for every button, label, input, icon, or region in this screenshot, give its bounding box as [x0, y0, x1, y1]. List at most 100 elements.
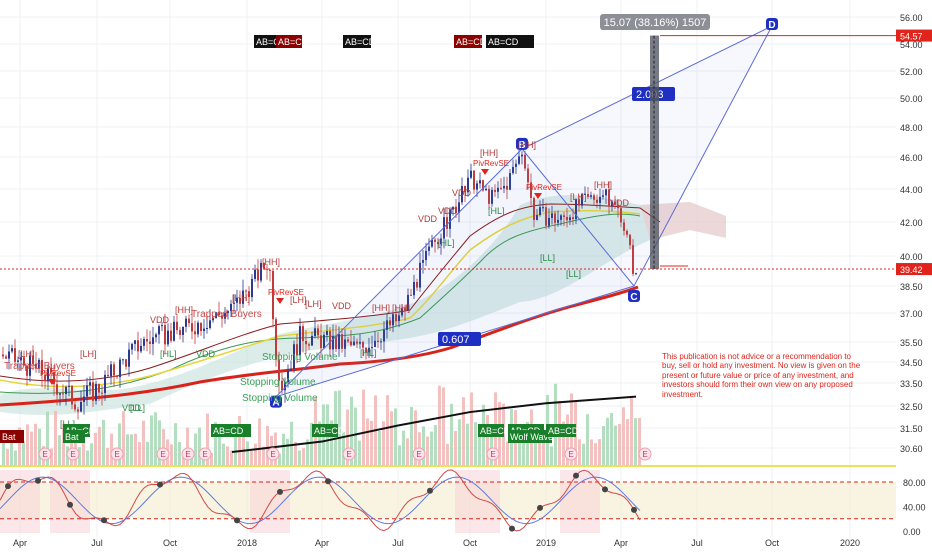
- candle-body: [305, 341, 307, 345]
- candle-body: [344, 339, 346, 349]
- candle-body: [2, 354, 4, 357]
- pattern-point-a: A: [270, 395, 282, 409]
- candle-body: [620, 208, 622, 223]
- pivot-label-pivrevse: PivRevSE: [40, 369, 76, 378]
- candle-body: [329, 331, 331, 350]
- candle-body: [263, 262, 265, 269]
- candle-body: [71, 385, 73, 405]
- candle-body: [11, 348, 13, 352]
- candle-body: [122, 359, 124, 361]
- volume-bar: [210, 452, 213, 466]
- pattern-point-label: C: [630, 292, 637, 303]
- stoch-pivot-dot: [234, 517, 240, 524]
- stopping-volume-label: Stopping Volume: [242, 393, 318, 404]
- candle-body: [524, 154, 526, 169]
- pivot-labels: [LH] [LH]VDD[HH][HH][HH][LH][LH] VDD [HH] [H…: [4, 140, 630, 429]
- candle-body: [605, 189, 607, 196]
- volume-bar: [230, 450, 233, 466]
- abcd-tag-top: AB=CD: [343, 35, 376, 48]
- candle-body: [545, 207, 547, 226]
- candle-body: [290, 368, 292, 371]
- volume-bar: [154, 412, 157, 466]
- volume-bar: [282, 433, 285, 466]
- volume-bar: [470, 392, 473, 466]
- candle-body: [449, 209, 451, 229]
- tag-bg: [546, 424, 576, 437]
- earnings-icon: [198, 447, 212, 461]
- moving-average-red-thick: [0, 285, 639, 407]
- candle-body: [38, 359, 40, 369]
- tag-bg: [276, 35, 302, 48]
- tag-text: AB=CD: [488, 37, 519, 47]
- pivot-label-hh: [HH]: [518, 140, 536, 150]
- candle-body: [209, 320, 211, 329]
- pivot-label-hh: [HH]: [372, 303, 390, 313]
- volume-bar: [398, 445, 401, 466]
- stoch-tick-label: 80.00: [903, 478, 926, 488]
- volume-bar: [406, 438, 409, 466]
- volume-bar: [38, 428, 41, 466]
- price-tick-label: 30.60: [900, 444, 923, 454]
- candle-body: [83, 396, 85, 402]
- stoch-pivot-dot: [5, 483, 11, 490]
- volume-bar: [318, 421, 321, 466]
- volume-bar: [238, 416, 241, 466]
- volume-bar: [598, 439, 601, 466]
- volume-bar: [266, 425, 269, 466]
- candle-body: [518, 156, 520, 164]
- price-tick-label: 37.00: [900, 309, 923, 319]
- volume-bar: [122, 411, 125, 466]
- candle-body: [131, 343, 133, 350]
- earnings-icon: [342, 447, 356, 461]
- candle-body: [377, 340, 379, 342]
- candle-body: [413, 281, 415, 296]
- volume-bar: [214, 422, 217, 466]
- candle-body: [269, 269, 271, 271]
- earnings-icon: [156, 447, 170, 461]
- candle-body: [275, 319, 277, 360]
- candle-body: [581, 194, 583, 206]
- volume-bar: [18, 427, 21, 466]
- candle-body: [560, 215, 562, 220]
- volume-bar: [458, 419, 461, 466]
- moving-average-darkred: [0, 203, 661, 382]
- pivot-label-hl: [HL]: [360, 348, 377, 358]
- candle-body: [86, 385, 88, 397]
- candle-body: [632, 245, 634, 274]
- candle-body: [353, 341, 355, 346]
- candle-body: [236, 298, 238, 303]
- volume-bar: [566, 414, 569, 466]
- volume-bar: [218, 424, 221, 466]
- candle-body: [284, 382, 286, 391]
- volume-bar: [134, 433, 137, 466]
- candle-body: [512, 166, 514, 174]
- candle-body: [17, 360, 19, 362]
- candle-body: [29, 355, 31, 376]
- candle-body: [395, 314, 397, 321]
- candle-body: [65, 386, 67, 395]
- candle-body: [107, 374, 109, 377]
- tag-text: AB=CD: [480, 426, 511, 436]
- candle-body: [254, 269, 256, 279]
- volume-bar: [242, 431, 245, 466]
- time-tick-label: Oct: [765, 538, 780, 548]
- stoch-pivot-dot: [157, 481, 163, 488]
- stoch-k-line: [0, 469, 641, 532]
- moving-average-yellow: [0, 209, 641, 388]
- price-tick-label: 50.00: [900, 94, 923, 104]
- stopping-volume-label: Stopping Volume: [240, 377, 316, 388]
- candle-body: [257, 269, 259, 281]
- candle-body: [77, 409, 79, 412]
- earnings-label: E: [416, 450, 421, 459]
- candle-body: [179, 330, 181, 335]
- candle-body: [278, 359, 280, 381]
- earnings-label: E: [270, 450, 275, 459]
- candle-body: [611, 201, 613, 207]
- candle-body: [224, 313, 226, 319]
- volume-bar: [358, 440, 361, 466]
- stoch-band: [0, 482, 896, 519]
- volume-bar: [622, 407, 625, 466]
- candle-body: [26, 365, 28, 376]
